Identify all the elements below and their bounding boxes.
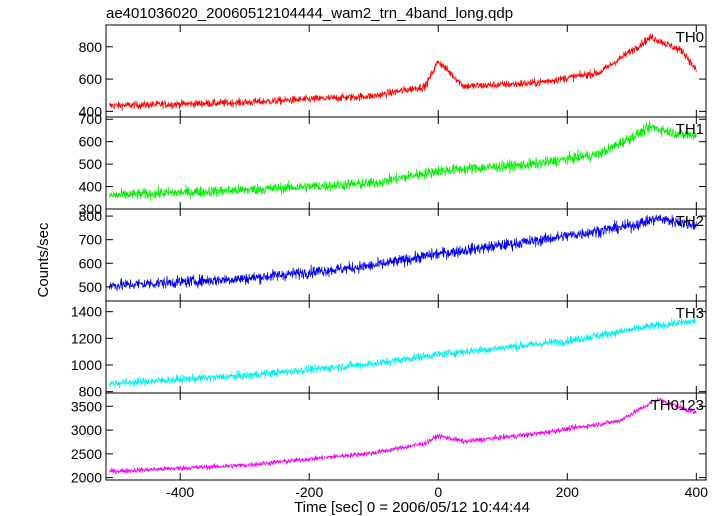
series-label-th0: TH0 [676,29,704,46]
y-tick-label: 700 [79,111,103,127]
y-tick-label: 300 [79,201,103,217]
x-tick-label: 400 [685,484,709,500]
panels-group: 400 600 800 TH0 300 400 500 600 700 TH1 500 600 700 8… [71,24,709,500]
y-tick-label: 400 [79,103,103,119]
series-label-th1: TH1 [676,121,704,138]
series-line-th0123 [108,397,697,475]
x-axis-label: Time [sec] 0 = 2006/05/12 10:44:44 [294,499,530,516]
panel-th2: 500 600 700 800 TH2 [79,208,707,302]
x-tick-label: 200 [556,484,580,500]
y-tick-label: 700 [79,232,103,248]
y-tick-label: 500 [79,279,103,295]
series-line-th0 [108,33,697,111]
y-tick-label: 3000 [71,422,102,438]
y-tick-label: 800 [79,39,103,55]
panel-frame [105,116,707,210]
panel-th0: 400 600 800 TH0 [79,24,707,119]
y-tick-label: 3500 [71,398,102,414]
series-line-th3 [108,317,697,389]
y-tick-label: 600 [79,255,103,271]
y-tick-label: 500 [79,156,103,172]
series-line-th2 [108,214,697,292]
y-tick-label: 1200 [71,330,102,346]
x-tick-label: -200 [295,484,323,500]
panel-th0123: 2000 2500 3000 3500 TH0123 -400 -200 0 200 400 [71,392,709,500]
x-tick-label: 0 [434,484,442,500]
y-tick-label: 2000 [71,470,102,486]
y-tick-label: 2500 [71,446,102,462]
series-label-th0123: TH0123 [651,397,704,414]
y-tick-label: 600 [79,134,103,150]
panel-th3: 800 1000 1200 1400 TH3 [71,300,707,400]
y-tick-label: 400 [79,179,103,195]
series-label-th2: TH2 [676,213,704,230]
y-tick-label: 1000 [71,357,102,373]
panel-th1: 300 400 500 600 700 TH1 [79,111,707,217]
x-tick-label: -400 [166,484,194,500]
series-label-th3: TH3 [676,305,704,322]
chart-title: ae401036020_20060512104444_wam2_trn_4ban… [106,5,513,22]
y-tick-label: 800 [79,208,103,224]
series-line-th1 [108,120,697,201]
panel-frame [105,392,707,481]
y-tick-label: 1400 [71,304,102,320]
y-tick-label: 600 [79,71,103,87]
y-tick-label: 800 [79,384,103,400]
y-axis-label: Counts/sec [35,222,52,298]
